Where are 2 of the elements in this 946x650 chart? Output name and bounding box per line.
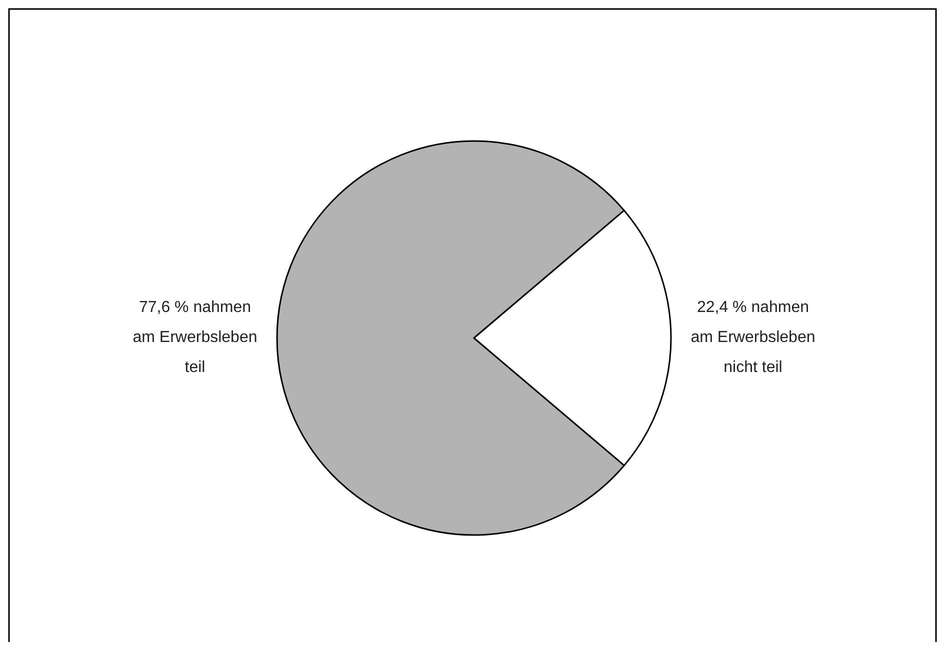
- slice-label: 22,4 % nahmen am Erwerbsleben nicht teil: [690, 299, 816, 376]
- slice-label: 77,6 % nahmen am Erwerbsleben teil: [132, 299, 258, 376]
